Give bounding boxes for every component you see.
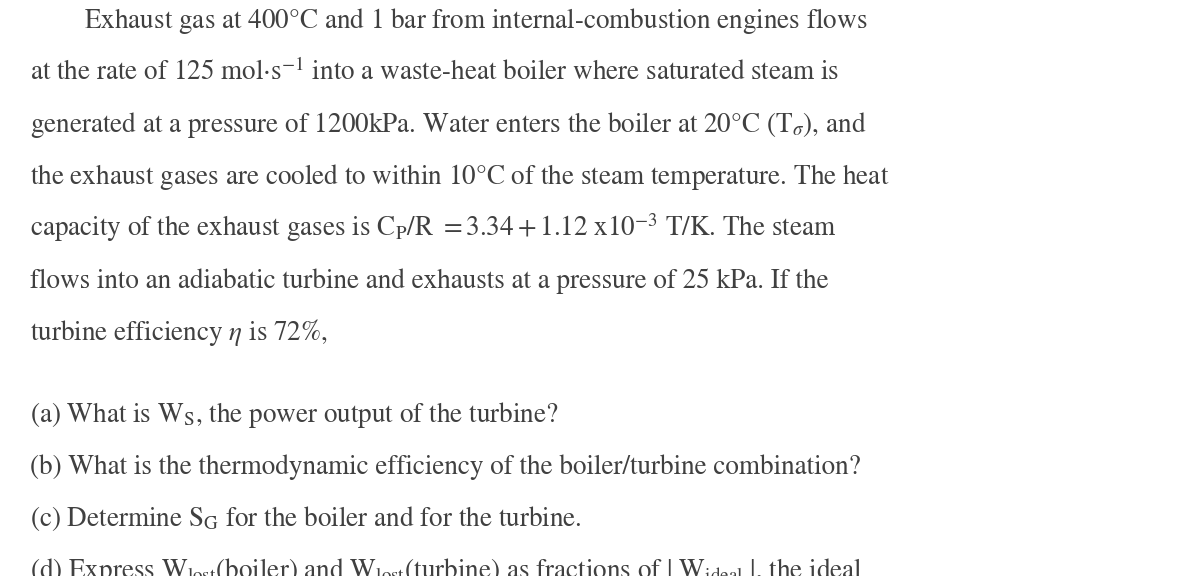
Text: (c) Determine S$_{\mathrm{G}}$ for the boiler and for the turbine.: (c) Determine S$_{\mathrm{G}}$ for the b…	[30, 504, 582, 533]
Text: capacity of the exhaust gases is C$_{\mathrm{P}}$/R $=3.34+1.12\ \mathrm{x}10^{-: capacity of the exhaust gases is C$_{\ma…	[30, 211, 836, 244]
Text: (b) What is the thermodynamic efficiency of the boiler/turbine combination?: (b) What is the thermodynamic efficiency…	[30, 454, 860, 480]
Text: turbine efficiency $\eta$ is 72%,: turbine efficiency $\eta$ is 72%,	[30, 317, 328, 348]
Text: Exhaust gas at 400$\degree$C and 1 bar from internal-combustion engines flows: Exhaust gas at 400$\degree$C and 1 bar f…	[30, 6, 868, 36]
Text: flows into an adiabatic turbine and exhausts at a pressure of 25 kPa. If the: flows into an adiabatic turbine and exha…	[30, 268, 829, 294]
Text: (a) What is W$_{\mathrm{S}}$, the power output of the turbine?: (a) What is W$_{\mathrm{S}}$, the power …	[30, 400, 559, 430]
Text: the exhaust gases are cooled to within 10$\degree$C of the steam temperature. Th: the exhaust gases are cooled to within 1…	[30, 162, 889, 192]
Text: generated at a pressure of 1200kPa. Water enters the boiler at 20$\degree$C (T$_: generated at a pressure of 1200kPa. Wate…	[30, 110, 866, 140]
Text: (d) Express W$_{\mathrm{lost}}$(boiler) and W$_{\mathrm{lost}}$(turbine) as frac: (d) Express W$_{\mathrm{lost}}$(boiler) …	[30, 556, 863, 576]
Text: at the rate of 125 mol$\cdot$s$^{-1}$ into a waste-heat boiler where saturated s: at the rate of 125 mol$\cdot$s$^{-1}$ in…	[30, 58, 839, 86]
